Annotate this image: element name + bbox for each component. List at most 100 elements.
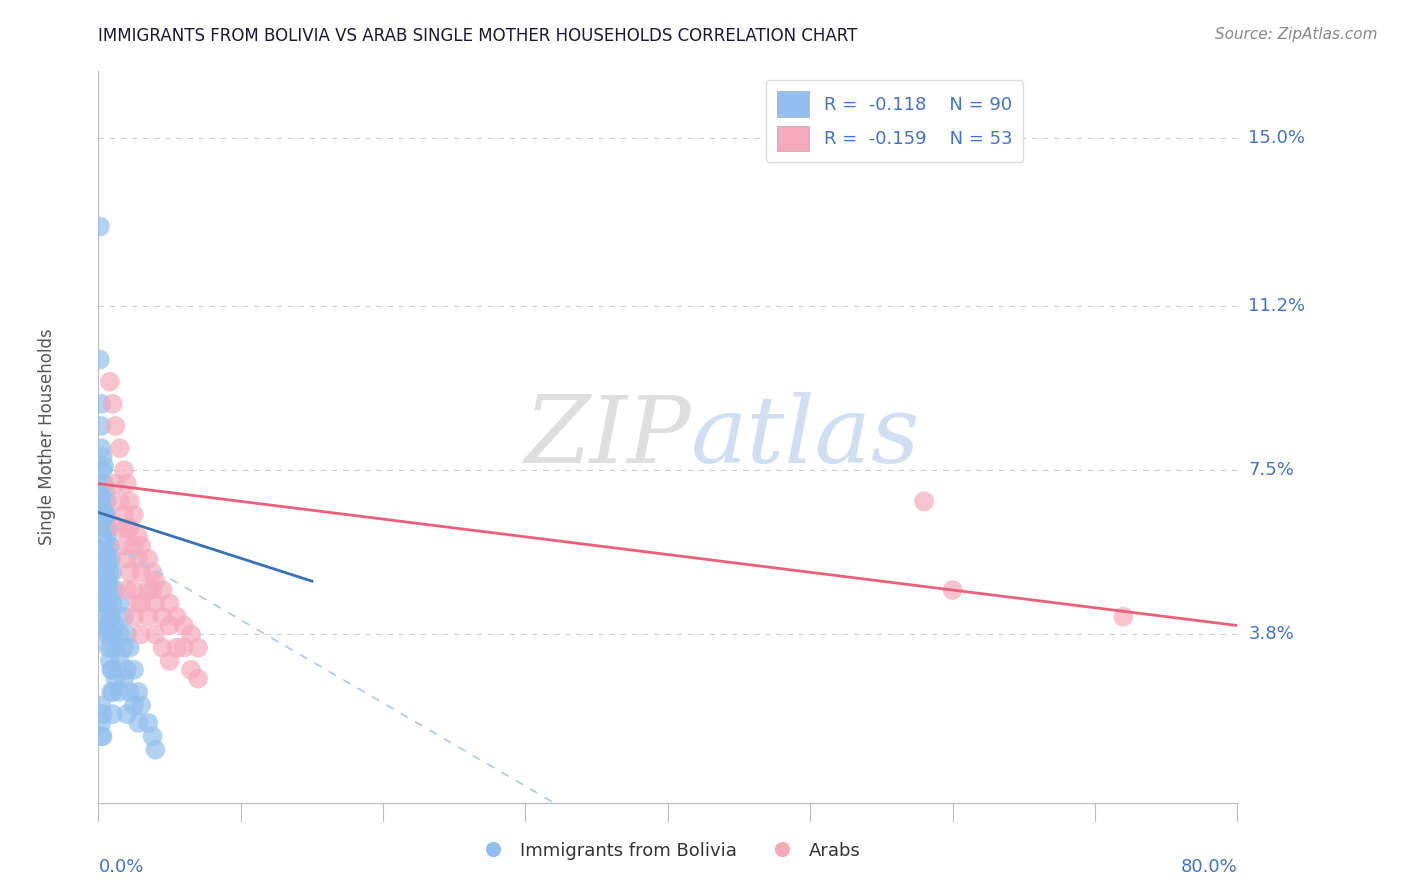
Point [96,552,118,566]
Point [159,596,181,610]
Point [91,707,114,722]
Point [98,566,121,580]
Point [108,596,131,610]
Text: 80.0%: 80.0% [1181,858,1237,876]
Point [152,582,174,597]
Point [127,596,149,610]
Point [1112,609,1135,624]
Point [108,654,131,668]
Point [91,539,114,553]
Point [104,640,127,655]
Point [94,582,117,597]
Point [127,552,149,566]
Point [122,698,145,713]
Text: 0.0%: 0.0% [98,858,143,876]
Point [127,716,149,731]
Point [94,627,117,641]
Point [100,552,122,566]
Point [180,627,202,641]
Point [104,618,127,632]
Point [101,566,124,580]
Point [97,552,120,566]
Point [141,566,163,580]
Text: Single Mother Households: Single Mother Households [38,329,56,545]
Point [90,419,112,434]
Point [115,707,138,722]
Point [96,494,118,508]
Point [136,552,159,566]
Point [127,530,149,544]
Point [91,463,114,477]
Point [115,476,138,491]
Point [152,609,174,624]
Point [90,397,112,411]
Point [108,627,131,641]
Point [91,494,114,508]
Point [112,508,135,522]
Point [187,640,209,655]
Point [145,627,167,641]
Point [136,582,159,597]
Point [96,508,118,522]
Point [122,609,145,624]
Point [104,672,127,686]
Point [97,539,120,553]
Point [100,609,122,624]
Point [100,640,122,655]
Point [136,609,159,624]
Point [173,618,195,632]
Point [94,596,117,610]
Point [98,627,121,641]
Point [108,685,131,699]
Point [97,640,120,655]
Point [101,685,124,699]
Point [115,663,138,677]
Point [122,663,145,677]
Text: Source: ZipAtlas.com: Source: ZipAtlas.com [1215,27,1378,42]
Point [93,508,115,522]
Point [942,582,965,597]
Point [100,663,122,677]
Point [96,618,118,632]
Point [173,640,195,655]
Point [118,494,141,508]
Point [97,618,120,632]
Point [127,685,149,699]
Point [93,596,115,610]
Point [108,494,131,508]
Point [100,582,122,597]
Point [129,627,152,641]
Point [96,574,118,589]
Text: 15.0%: 15.0% [1249,128,1305,147]
Point [118,521,141,535]
Point [94,539,117,553]
Point [115,627,138,641]
Point [98,582,121,597]
Point [100,685,122,699]
Point [118,685,141,699]
Point [104,419,127,434]
Point [115,552,138,566]
Point [141,582,163,597]
Point [94,566,117,580]
Point [94,552,117,566]
Point [122,582,145,597]
Point [101,663,124,677]
Point [101,627,124,641]
Point [108,441,131,455]
Point [89,352,111,367]
Point [93,566,115,580]
Point [101,596,124,610]
Point [97,574,120,589]
Point [115,521,138,535]
Point [115,582,138,597]
Point [141,729,163,743]
Point [91,508,114,522]
Point [98,539,121,553]
Text: 3.8%: 3.8% [1249,625,1294,643]
Point [94,485,117,500]
Point [136,716,159,731]
Point [89,219,111,234]
Point [93,521,115,535]
Point [118,640,141,655]
